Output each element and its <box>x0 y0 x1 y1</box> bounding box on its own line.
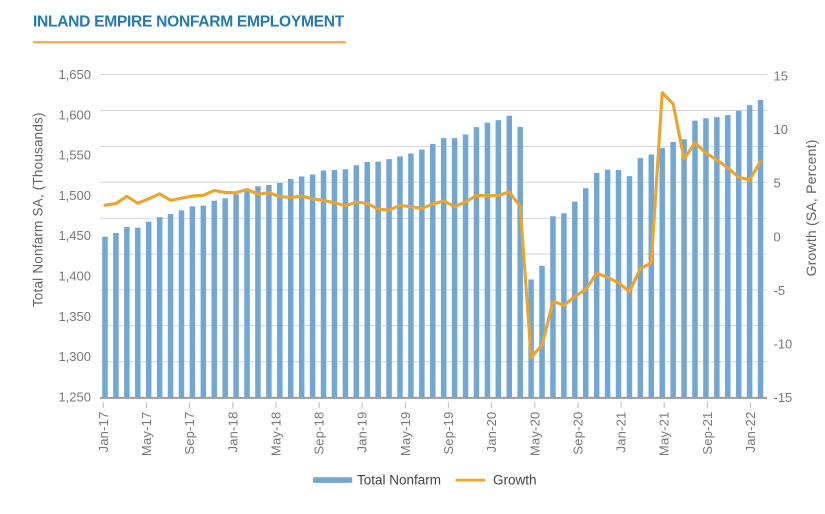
svg-text:5: 5 <box>774 176 781 191</box>
svg-text:-15: -15 <box>774 390 793 405</box>
svg-text:Jan-22: Jan-22 <box>743 412 758 453</box>
svg-text:1,400: 1,400 <box>58 269 91 284</box>
svg-text:-10: -10 <box>774 337 793 352</box>
svg-text:Sep-18: Sep-18 <box>312 412 327 455</box>
svg-text:1,250: 1,250 <box>58 389 91 404</box>
svg-text:May-19: May-19 <box>398 412 413 457</box>
svg-text:1,650: 1,650 <box>58 67 91 82</box>
svg-text:May-18: May-18 <box>268 412 283 457</box>
svg-text:INLAND EMPIRE NONFARM EMPLOYME: INLAND EMPIRE NONFARM EMPLOYMENT <box>33 14 345 31</box>
svg-text:May-17: May-17 <box>139 412 154 457</box>
svg-text:0: 0 <box>774 229 781 244</box>
svg-text:-5: -5 <box>774 283 786 298</box>
svg-text:Sep-21: Sep-21 <box>700 412 715 455</box>
svg-text:Sep-17: Sep-17 <box>182 412 197 455</box>
svg-text:Jan-19: Jan-19 <box>355 412 370 453</box>
svg-text:May-21: May-21 <box>657 412 672 457</box>
svg-text:1,500: 1,500 <box>58 188 91 203</box>
svg-text:Growth (SA, Percent): Growth (SA, Percent) <box>803 139 819 276</box>
svg-text:1,600: 1,600 <box>58 107 91 122</box>
svg-text:Jan-20: Jan-20 <box>484 411 499 452</box>
svg-text:10: 10 <box>774 122 788 137</box>
svg-text:Jan-21: Jan-21 <box>614 412 629 453</box>
svg-text:Sep-19: Sep-19 <box>441 412 456 455</box>
svg-text:Total Nonfarm SA, (Thousands): Total Nonfarm SA, (Thousands) <box>31 112 46 307</box>
svg-text:1,300: 1,300 <box>58 349 91 364</box>
svg-text:Jan-18: Jan-18 <box>225 412 240 453</box>
svg-text:May-20: May-20 <box>527 412 542 457</box>
svg-text:1,450: 1,450 <box>58 228 91 243</box>
svg-text:Total Nonfarm: Total Nonfarm <box>357 473 441 488</box>
svg-text:1,350: 1,350 <box>58 309 91 324</box>
svg-text:Growth: Growth <box>493 473 537 488</box>
svg-text:Sep-20: Sep-20 <box>570 412 585 455</box>
svg-text:1,550: 1,550 <box>58 148 91 163</box>
svg-text:15: 15 <box>774 69 788 84</box>
svg-text:Jan-17: Jan-17 <box>96 412 111 453</box>
